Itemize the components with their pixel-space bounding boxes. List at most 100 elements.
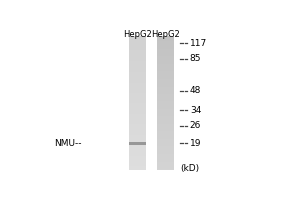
- Bar: [129, 101, 146, 102]
- Bar: [157, 42, 173, 43]
- Bar: [157, 67, 173, 68]
- Text: NMU--: NMU--: [54, 139, 81, 148]
- Bar: [129, 146, 146, 147]
- Bar: [157, 91, 173, 92]
- Bar: [129, 55, 146, 56]
- Bar: [157, 60, 173, 61]
- Bar: [157, 151, 173, 152]
- Bar: [129, 90, 146, 91]
- Bar: [129, 81, 146, 82]
- Bar: [129, 94, 146, 95]
- Bar: [157, 44, 173, 45]
- Text: HepG2: HepG2: [123, 30, 152, 39]
- Bar: [129, 70, 146, 71]
- Bar: [129, 167, 146, 168]
- Bar: [129, 134, 146, 135]
- Bar: [157, 71, 173, 72]
- Bar: [157, 66, 173, 67]
- Bar: [129, 44, 146, 45]
- Bar: [157, 118, 173, 119]
- Bar: [157, 132, 173, 133]
- Bar: [129, 76, 146, 77]
- Bar: [129, 79, 146, 80]
- Bar: [129, 103, 146, 104]
- Bar: [129, 119, 146, 120]
- Bar: [129, 114, 146, 115]
- Bar: [157, 73, 173, 74]
- Bar: [157, 75, 173, 76]
- Bar: [129, 113, 146, 114]
- Bar: [157, 38, 173, 39]
- Bar: [157, 39, 173, 40]
- Bar: [129, 82, 146, 83]
- Bar: [129, 122, 146, 123]
- Bar: [129, 111, 146, 112]
- Bar: [157, 130, 173, 131]
- Bar: [129, 68, 146, 69]
- Bar: [129, 104, 146, 105]
- Bar: [129, 46, 146, 47]
- Bar: [129, 126, 146, 127]
- Bar: [129, 85, 146, 86]
- Bar: [129, 152, 146, 153]
- Bar: [157, 128, 173, 129]
- Bar: [129, 98, 146, 99]
- Bar: [157, 68, 173, 69]
- Bar: [129, 161, 146, 162]
- Bar: [157, 112, 173, 113]
- Bar: [157, 161, 173, 162]
- Bar: [129, 142, 146, 145]
- Bar: [157, 107, 173, 108]
- Bar: [157, 143, 173, 144]
- Bar: [157, 76, 173, 77]
- Bar: [157, 135, 173, 136]
- Bar: [129, 115, 146, 116]
- Bar: [157, 110, 173, 111]
- Bar: [157, 93, 173, 94]
- Bar: [157, 77, 173, 78]
- Bar: [157, 45, 173, 46]
- Bar: [129, 92, 146, 93]
- Bar: [129, 132, 146, 133]
- Bar: [129, 51, 146, 52]
- Bar: [129, 53, 146, 54]
- Bar: [129, 156, 146, 157]
- Text: 34: 34: [190, 106, 201, 115]
- Bar: [129, 47, 146, 48]
- Bar: [129, 155, 146, 156]
- Bar: [129, 158, 146, 159]
- Bar: [157, 131, 173, 132]
- Bar: [129, 67, 146, 68]
- Bar: [157, 122, 173, 123]
- Bar: [129, 84, 146, 85]
- Bar: [157, 55, 173, 56]
- Bar: [129, 57, 146, 58]
- Bar: [157, 59, 173, 60]
- Bar: [129, 169, 146, 170]
- Bar: [129, 56, 146, 57]
- Bar: [129, 39, 146, 40]
- Bar: [157, 139, 173, 140]
- Bar: [157, 115, 173, 116]
- Bar: [129, 42, 146, 43]
- Bar: [129, 96, 146, 97]
- Bar: [157, 69, 173, 70]
- Bar: [129, 66, 146, 67]
- Bar: [129, 43, 146, 44]
- Bar: [157, 120, 173, 121]
- Bar: [129, 80, 146, 81]
- Bar: [157, 43, 173, 44]
- Bar: [129, 138, 146, 139]
- Bar: [157, 157, 173, 158]
- Bar: [157, 137, 173, 138]
- Bar: [157, 125, 173, 126]
- Bar: [129, 61, 146, 62]
- Bar: [129, 124, 146, 125]
- Bar: [129, 165, 146, 166]
- Bar: [129, 159, 146, 160]
- Text: 117: 117: [190, 39, 207, 48]
- Bar: [129, 93, 146, 94]
- Bar: [129, 118, 146, 119]
- Bar: [157, 167, 173, 168]
- Bar: [157, 102, 173, 103]
